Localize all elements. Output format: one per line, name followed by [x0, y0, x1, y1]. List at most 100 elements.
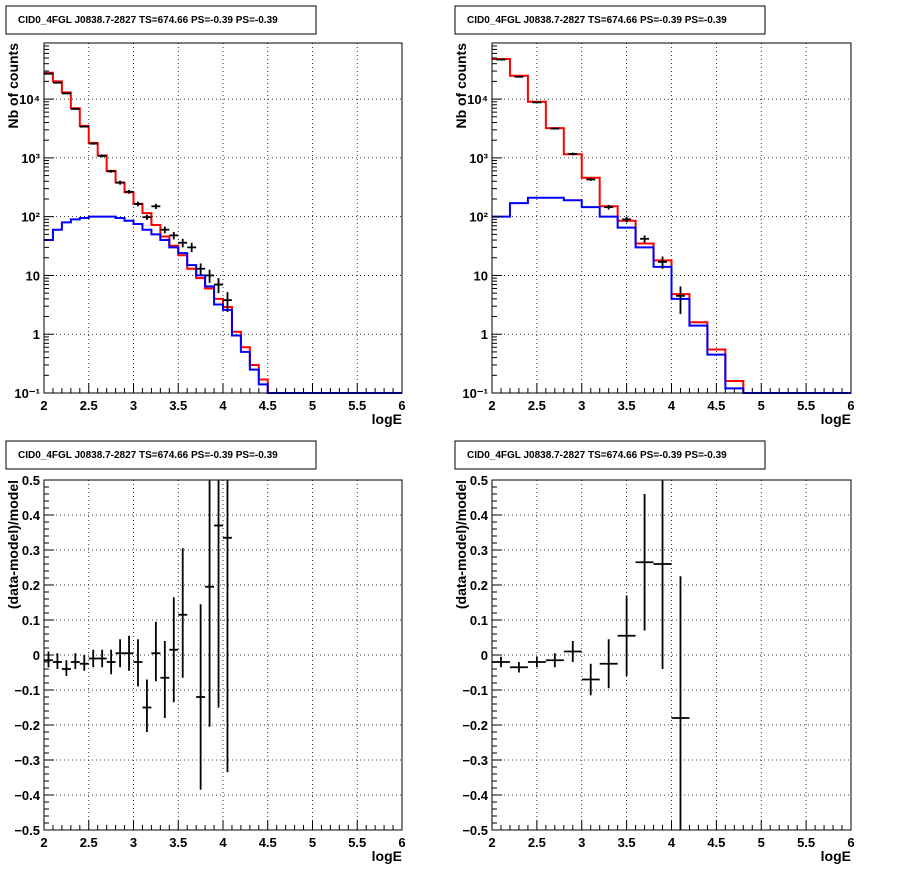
chart-title-box: CID0_4FGL J0838.7-2827 TS=674.66 PS=-0.3… [454, 440, 766, 470]
grid-lines [492, 43, 851, 393]
data-point [169, 597, 179, 703]
data-points [44, 72, 232, 312]
y-tick-label: 10³ [469, 151, 488, 166]
data-point [151, 621, 161, 682]
data-point [514, 75, 524, 78]
y-tick-label: −0.5 [462, 823, 488, 838]
data-point [545, 653, 564, 668]
data-point [115, 639, 125, 668]
data-points [496, 58, 685, 315]
data-point [640, 235, 650, 243]
x-tick-label: 6 [847, 398, 854, 413]
data-point [142, 679, 152, 732]
y-axis-label: Nb of counts [5, 43, 21, 129]
y-tick-label: 10³ [21, 151, 40, 166]
data-point [79, 125, 89, 128]
chart-title-box: CID0_4FGL J0838.7-2827 TS=674.66 PS=-0.3… [5, 440, 317, 470]
y-tick-label: 10 [474, 268, 488, 283]
y-tick-label: −0.1 [462, 683, 488, 698]
chart-title: CID0_4FGL J0838.7-2827 TS=674.66 PS=-0.3… [18, 450, 278, 461]
data-points [44, 480, 232, 790]
data-point [44, 72, 53, 75]
data-point [97, 649, 107, 668]
data-point [160, 226, 170, 234]
x-tick-label: 2.5 [80, 398, 98, 413]
data-point [124, 635, 134, 671]
data-point [106, 649, 116, 675]
x-tick-label: 5 [758, 835, 765, 850]
x-tick-label: 3 [130, 835, 137, 850]
x-tick-label: 4.5 [707, 835, 725, 850]
chart-panel-top-left: CID0_4FGL J0838.7-2827 TS=674.66 PS=-0.3… [5, 5, 406, 427]
data-point [532, 101, 542, 104]
y-tick-label: −0.4 [14, 788, 40, 803]
x-tick-label: 5.5 [797, 398, 815, 413]
data-point [70, 108, 80, 110]
data-point [568, 152, 578, 156]
data-point [599, 639, 618, 689]
y-tick-label: 0.2 [470, 578, 488, 593]
y-tick-label: 0 [481, 648, 488, 663]
data-point [205, 480, 215, 727]
data-point [106, 170, 116, 173]
x-tick-label: 6 [398, 835, 405, 850]
data-point [653, 480, 672, 669]
data-point [61, 660, 71, 676]
x-tick-label: 6 [398, 398, 405, 413]
data-point [79, 655, 89, 671]
x-tick-label: 3 [578, 835, 585, 850]
data-point [550, 127, 560, 130]
data-point [133, 201, 143, 207]
data-point [178, 238, 188, 248]
y-tick-label: 0.2 [22, 578, 40, 593]
y-tick-label: 1 [481, 327, 488, 342]
data-point [124, 189, 134, 194]
y-axis-label: (data-model)/model [5, 480, 21, 609]
y-tick-label: 0.3 [22, 543, 40, 558]
x-tick-label: 3.5 [169, 398, 187, 413]
y-axis-label: Nb of counts [453, 43, 469, 129]
chart-title-box: CID0_4FGL J0838.7-2827 TS=674.66 PS=-0.3… [454, 5, 766, 35]
x-tick-label: 4.5 [707, 398, 725, 413]
x-tick-label: 2 [488, 398, 495, 413]
chart-panel-top-right: CID0_4FGL J0838.7-2827 TS=674.66 PS=-0.3… [453, 5, 855, 427]
grid-lines [44, 43, 402, 393]
data-point [70, 653, 80, 669]
x-tick-label: 3.5 [169, 835, 187, 850]
chart-title-box: CID0_4FGL J0838.7-2827 TS=674.66 PS=-0.3… [5, 5, 317, 35]
x-tick-label: 4.5 [259, 835, 277, 850]
x-tick-label: 6 [847, 835, 854, 850]
grid-lines [492, 480, 851, 830]
y-tick-label: 10 [26, 268, 40, 283]
data-point [52, 653, 62, 669]
data-point [160, 641, 170, 718]
data-point [214, 278, 223, 294]
data-point [196, 263, 206, 276]
y-tick-label: −0.3 [462, 753, 488, 768]
y-tick-label: 0.1 [22, 613, 40, 628]
data-point [671, 576, 690, 830]
x-tick-label: 2.5 [528, 398, 546, 413]
y-tick-label: 10⁻¹ [14, 386, 40, 401]
data-point [142, 214, 152, 220]
y-tick-label: 10⁴ [19, 92, 40, 107]
data-point [586, 177, 596, 181]
y-tick-label: 0.4 [22, 508, 41, 523]
data-point [178, 548, 188, 678]
data-point [88, 649, 98, 668]
data-point [205, 269, 215, 283]
data-point [187, 242, 197, 253]
data-point [214, 480, 223, 708]
chart-title: CID0_4FGL J0838.7-2827 TS=674.66 PS=-0.3… [467, 450, 727, 461]
data-point [61, 92, 71, 95]
chart-panel-bottom-left: CID0_4FGL J0838.7-2827 TS=674.66 PS=-0.3… [5, 440, 406, 864]
y-tick-label: 0.1 [470, 613, 488, 628]
data-point [581, 663, 600, 696]
x-tick-label: 2.5 [528, 835, 546, 850]
data-point [133, 639, 143, 687]
data-point [496, 58, 506, 61]
